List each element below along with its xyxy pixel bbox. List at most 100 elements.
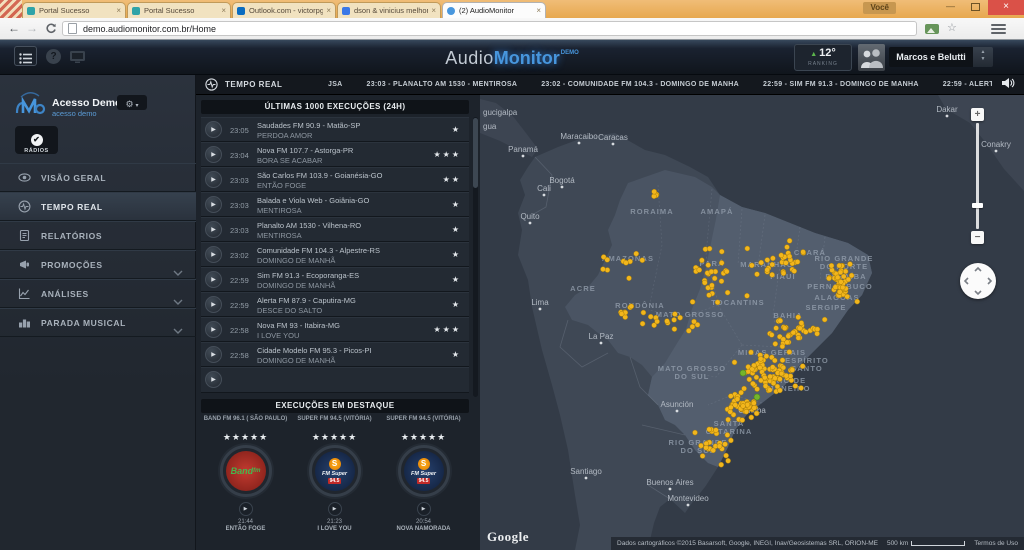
station-dot[interactable]: [742, 386, 747, 391]
station-dot[interactable]: [711, 448, 716, 453]
station-dot[interactable]: [699, 443, 704, 448]
forward-icon[interactable]: →: [26, 21, 38, 35]
station-dot[interactable]: [672, 312, 677, 317]
station-dot[interactable]: [719, 260, 724, 265]
station-dot[interactable]: [838, 270, 843, 275]
station-dot[interactable]: [697, 268, 702, 273]
station-dot[interactable]: [822, 317, 827, 322]
zoom-out-button[interactable]: −: [971, 231, 984, 244]
restore-icon[interactable]: [963, 0, 988, 15]
station-dot[interactable]: [749, 350, 754, 355]
station-dot[interactable]: [770, 262, 775, 267]
station-dot[interactable]: [762, 375, 767, 380]
bookmark-star-icon[interactable]: ☆: [947, 21, 957, 34]
zoom-in-button[interactable]: +: [971, 108, 984, 121]
station-dot[interactable]: [803, 330, 808, 335]
station-dot[interactable]: [771, 381, 776, 386]
station-dot[interactable]: [713, 428, 718, 433]
station-dot[interactable]: [740, 418, 745, 423]
play-icon[interactable]: ▶: [205, 196, 222, 213]
station-dot[interactable]: [757, 365, 762, 370]
station-dot[interactable]: [619, 311, 624, 316]
featured-item[interactable]: BAND FM 96.1 ( SÃO PAULO)★★★★★Bandfm▶21:…: [201, 415, 290, 532]
table-row[interactable]: ▶23:05Saudades FM 90.9 - Matão-SPPERDOA …: [201, 117, 469, 142]
play-icon[interactable]: ▶: [205, 296, 222, 313]
artist-spinner[interactable]: ▲▼: [973, 47, 993, 67]
station-dot[interactable]: [779, 371, 784, 376]
station-dot[interactable]: [735, 397, 740, 402]
station-dot[interactable]: [796, 335, 801, 340]
station-dot[interactable]: [799, 321, 804, 326]
station-dot[interactable]: [801, 250, 806, 255]
station-dot[interactable]: [786, 334, 791, 339]
station-dot[interactable]: [725, 290, 730, 295]
station-dot[interactable]: [627, 276, 632, 281]
station-dot[interactable]: [797, 326, 802, 331]
browser-profile-chip[interactable]: Você: [863, 2, 896, 14]
station-dot[interactable]: [781, 337, 786, 342]
station-dot[interactable]: [741, 404, 746, 409]
station-dot[interactable]: [855, 299, 860, 304]
stations-map[interactable]: RORAIMAAMAPÁAMAZONASPARÁMARANHÃOPIAUÍCEA…: [480, 95, 1024, 550]
back-icon[interactable]: ←: [8, 21, 20, 35]
station-dot[interactable]: [717, 444, 722, 449]
station-dot[interactable]: [672, 327, 677, 332]
browser-tab[interactable]: dson & vinicius melhor a×: [337, 2, 441, 18]
list-scrollbar[interactable]: [473, 117, 478, 397]
station-dot[interactable]: [686, 328, 691, 333]
table-row[interactable]: ▶23:04Nova FM 107.7 - Astorga-PRBORA SE …: [201, 142, 469, 167]
station-dot[interactable]: [641, 310, 646, 315]
close-icon[interactable]: ×: [988, 0, 1024, 15]
station-dot[interactable]: [787, 254, 792, 259]
station-dot[interactable]: [712, 276, 717, 281]
station-dot[interactable]: [777, 377, 782, 382]
station-dot[interactable]: [725, 433, 730, 438]
tab-close-icon[interactable]: ×: [431, 7, 436, 15]
station-dot[interactable]: [728, 405, 733, 410]
play-icon[interactable]: ▶: [239, 502, 253, 516]
table-row-partial[interactable]: ▶: [201, 367, 469, 393]
sidebar-item-visao-geral[interactable]: VISÃO GERAL: [0, 163, 196, 192]
image-icon[interactable]: [925, 24, 939, 34]
station-dot[interactable]: [793, 384, 798, 389]
station-dot[interactable]: [827, 276, 832, 281]
station-dot[interactable]: [728, 394, 733, 399]
station-dot[interactable]: [690, 299, 695, 304]
station-dot[interactable]: [652, 323, 657, 328]
station-dot[interactable]: [752, 405, 757, 410]
station-dot[interactable]: [784, 373, 789, 378]
station-dot[interactable]: [791, 330, 796, 335]
station-dot[interactable]: [629, 304, 634, 309]
station-dot[interactable]: [777, 388, 782, 393]
station-dot[interactable]: [726, 417, 731, 422]
play-icon[interactable]: ▶: [205, 221, 222, 238]
station-dot[interactable]: [704, 445, 709, 450]
station-dot[interactable]: [719, 249, 724, 254]
table-row[interactable]: ▶22:58Cidade Modelo FM 95.3 - Picos-PIDO…: [201, 342, 469, 367]
station-dot[interactable]: [835, 275, 840, 280]
station-dot[interactable]: [745, 293, 750, 298]
station-dot[interactable]: [702, 280, 707, 285]
speaker-icon[interactable]: [1001, 76, 1015, 94]
map-pan-control[interactable]: [960, 263, 996, 299]
station-dot[interactable]: [707, 427, 712, 432]
station-dot[interactable]: [837, 263, 842, 268]
station-dot[interactable]: [751, 401, 756, 406]
tab-close-icon[interactable]: ×: [116, 7, 121, 15]
play-icon[interactable]: ▶: [205, 271, 222, 288]
station-dot[interactable]: [769, 332, 774, 337]
station-dot[interactable]: [750, 381, 755, 386]
station-dot[interactable]: [709, 269, 714, 274]
station-dot[interactable]: [605, 268, 610, 273]
station-dot[interactable]: [815, 327, 820, 332]
station-dot[interactable]: [799, 386, 804, 391]
station-dot[interactable]: [747, 377, 752, 382]
station-dot[interactable]: [726, 458, 731, 463]
station-dot[interactable]: [848, 262, 853, 267]
station-dot[interactable]: [772, 358, 777, 363]
station-dot[interactable]: [700, 454, 705, 459]
station-dot[interactable]: [693, 430, 698, 435]
table-row[interactable]: ▶22:58Nova FM 93 - Itabira-MGI LOVE YOU★…: [201, 317, 469, 342]
station-dot[interactable]: [780, 344, 785, 349]
station-dot[interactable]: [640, 258, 645, 263]
